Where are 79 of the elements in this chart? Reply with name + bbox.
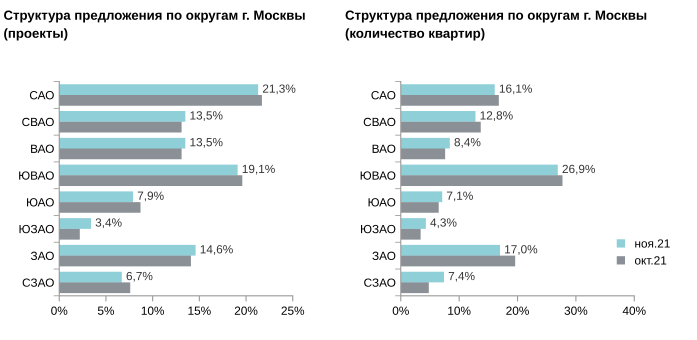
data-label: 16,1% [500,84,532,94]
bar [59,191,134,202]
legend-label: окт.21 [634,256,666,265]
bar [59,282,130,294]
bar [59,228,80,240]
bar [59,244,196,256]
y-tick-label: ЮАО [368,198,396,206]
bar [59,175,242,186]
x-tick-label: 0% [392,306,409,315]
data-label: 19,1% [242,164,275,175]
bar [400,148,446,160]
y-tick-label: ЗАО [372,252,396,260]
data-label: 6,7% [126,272,152,282]
bar [59,218,91,229]
bar [59,148,182,160]
data-label: 26,9% [562,164,596,175]
y-tick-label: СВАО [22,118,54,126]
data-label: 17,0% [505,245,538,255]
bar [59,94,262,106]
bar [400,282,429,294]
x-tick-label: 15% [188,306,211,315]
x-tick-label: 10% [448,306,471,315]
bar [400,122,481,132]
bar [59,272,122,282]
bar [400,175,562,186]
y-tick-label: ЮЗАО [20,224,54,234]
y-tick-label: СЗАО [364,278,396,287]
bar [400,228,421,240]
x-tick-label: 40% [622,306,646,315]
chart-title: Структура предложения по округам г. Москвы (количество квартир) [346,10,646,41]
data-label: 8,4% [454,138,480,148]
y-tick-label: ВАО [31,144,54,153]
x-tick-label: 20% [234,306,258,315]
data-label: 13,5% [190,111,223,121]
bar [400,94,499,106]
data-label: 7,9% [138,192,164,202]
legend-label: ноя.21 [635,239,670,248]
chart-title: Структура предложения по округам г. Москвы (проекты) [4,10,305,41]
y-tick-label: ЮВАО [360,171,396,180]
bar [400,84,495,95]
y-tick-label: ЮАО [27,198,54,206]
data-label: 7,4% [448,272,475,282]
bar [400,244,500,256]
x-tick-label: 20% [506,306,529,315]
x-tick-label: 30% [564,306,588,315]
x-tick-label: 0% [51,306,68,315]
y-tick-label: САО [30,91,54,100]
bar [400,256,516,266]
y-tick-label: СВАО [364,118,396,126]
x-tick-label: 10% [142,306,164,315]
y-tick-label: ЮВАО [19,171,54,180]
y-tick-label: СЗАО [22,278,54,287]
bar [400,138,450,149]
bar [400,164,558,176]
data-label: 7,1% [446,192,473,202]
bar [400,191,442,202]
data-label: 13,5% [190,138,223,148]
data-label: 3,4% [96,218,122,228]
bar [59,256,191,266]
bar [59,164,238,176]
y-tick-label: ЮЗАО [361,224,396,234]
data-label: 21,3% [262,84,296,94]
bar [400,111,476,122]
bar [59,202,140,213]
data-label: 14,6% [200,245,233,255]
bar [59,122,182,132]
x-tick-label: 25% [282,306,304,315]
bar [59,111,186,122]
y-tick-label: ЗАО [30,252,54,260]
y-tick-label: ВАО [372,144,396,153]
bar [59,138,186,149]
data-label: 4,3% [430,218,457,228]
bar [400,202,439,213]
x-tick-label: 5% [98,306,114,315]
bar [59,84,258,95]
bar [400,218,426,229]
bar [400,272,444,282]
y-tick-label: САО [371,91,396,100]
data-label: 12,8% [480,111,513,121]
